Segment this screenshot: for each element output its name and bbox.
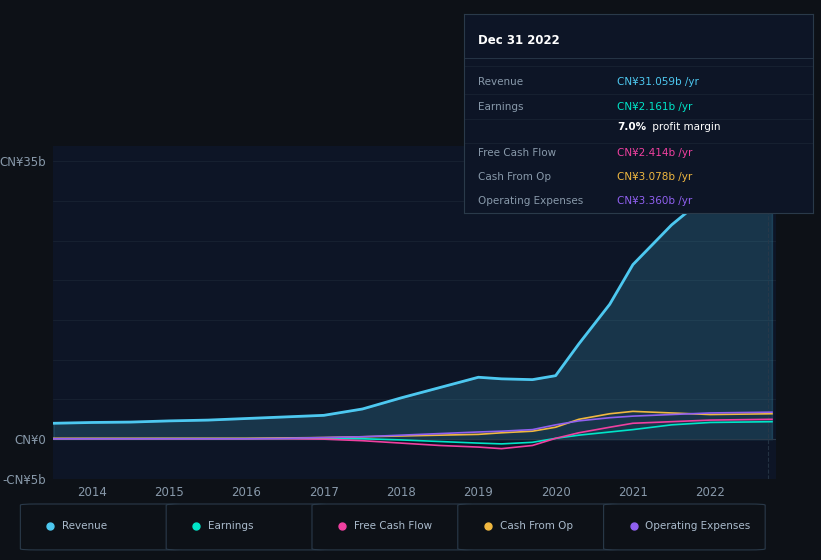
- Text: Dec 31 2022: Dec 31 2022: [478, 34, 560, 47]
- Text: CN¥3.360b /yr: CN¥3.360b /yr: [617, 196, 693, 206]
- FancyBboxPatch shape: [166, 504, 328, 550]
- Text: CN¥2.414b /yr: CN¥2.414b /yr: [617, 148, 693, 158]
- Text: Revenue: Revenue: [62, 521, 108, 531]
- Text: profit margin: profit margin: [649, 122, 720, 132]
- Text: Operating Expenses: Operating Expenses: [478, 196, 583, 206]
- Text: Earnings: Earnings: [208, 521, 254, 531]
- FancyBboxPatch shape: [603, 504, 765, 550]
- Text: Cash From Op: Cash From Op: [478, 172, 551, 182]
- Text: CN¥3.078b /yr: CN¥3.078b /yr: [617, 172, 693, 182]
- Text: Free Cash Flow: Free Cash Flow: [354, 521, 432, 531]
- Text: Operating Expenses: Operating Expenses: [645, 521, 750, 531]
- FancyBboxPatch shape: [312, 504, 474, 550]
- Text: Free Cash Flow: Free Cash Flow: [478, 148, 556, 158]
- Text: 7.0%: 7.0%: [617, 122, 646, 132]
- Text: CN¥31.059b /yr: CN¥31.059b /yr: [617, 77, 699, 87]
- Text: Earnings: Earnings: [478, 102, 523, 113]
- Text: Revenue: Revenue: [478, 77, 523, 87]
- Text: Cash From Op: Cash From Op: [499, 521, 572, 531]
- FancyBboxPatch shape: [21, 504, 182, 550]
- FancyBboxPatch shape: [458, 504, 619, 550]
- Text: CN¥2.161b /yr: CN¥2.161b /yr: [617, 102, 693, 113]
